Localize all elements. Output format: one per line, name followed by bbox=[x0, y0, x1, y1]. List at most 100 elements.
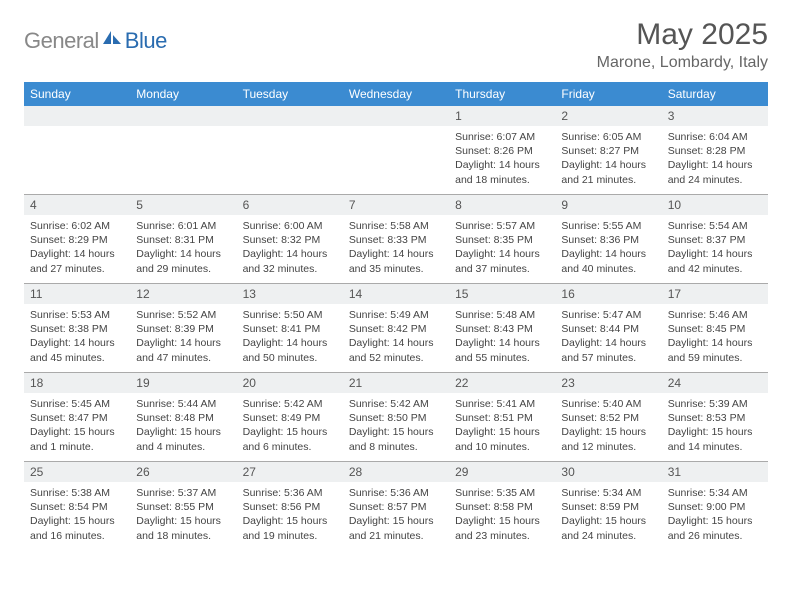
sunrise-text: Sunrise: 6:00 AM bbox=[243, 219, 337, 233]
calendar-cell: 30Sunrise: 5:34 AMSunset: 8:59 PMDayligh… bbox=[555, 462, 661, 551]
calendar-cell: 3Sunrise: 6:04 AMSunset: 8:28 PMDaylight… bbox=[662, 106, 768, 195]
daylight-text: and 32 minutes. bbox=[243, 262, 337, 276]
calendar-cell: 19Sunrise: 5:44 AMSunset: 8:48 PMDayligh… bbox=[130, 373, 236, 462]
day-number: 26 bbox=[130, 462, 236, 482]
calendar-page: General Blue May 2025 Marone, Lombardy, … bbox=[0, 0, 792, 550]
sunset-text: Sunset: 8:50 PM bbox=[349, 411, 443, 425]
daylight-text: and 18 minutes. bbox=[455, 173, 549, 187]
calendar-cell: 9Sunrise: 5:55 AMSunset: 8:36 PMDaylight… bbox=[555, 195, 661, 284]
sunset-text: Sunset: 8:42 PM bbox=[349, 322, 443, 336]
daylight-text: Daylight: 14 hours bbox=[30, 336, 124, 350]
daylight-text: and 40 minutes. bbox=[561, 262, 655, 276]
calendar-row: 18Sunrise: 5:45 AMSunset: 8:47 PMDayligh… bbox=[24, 373, 768, 462]
calendar-cell: 15Sunrise: 5:48 AMSunset: 8:43 PMDayligh… bbox=[449, 284, 555, 373]
day-number-empty bbox=[343, 106, 449, 126]
sunrise-text: Sunrise: 6:01 AM bbox=[136, 219, 230, 233]
day-details: Sunrise: 5:42 AMSunset: 8:49 PMDaylight:… bbox=[237, 393, 343, 460]
sunset-text: Sunset: 8:49 PM bbox=[243, 411, 337, 425]
calendar-cell: 4Sunrise: 6:02 AMSunset: 8:29 PMDaylight… bbox=[24, 195, 130, 284]
day-details: Sunrise: 5:49 AMSunset: 8:42 PMDaylight:… bbox=[343, 304, 449, 371]
sunrise-text: Sunrise: 5:36 AM bbox=[243, 486, 337, 500]
sunset-text: Sunset: 8:52 PM bbox=[561, 411, 655, 425]
calendar-cell: 22Sunrise: 5:41 AMSunset: 8:51 PMDayligh… bbox=[449, 373, 555, 462]
daylight-text: Daylight: 15 hours bbox=[349, 514, 443, 528]
daylight-text: and 55 minutes. bbox=[455, 351, 549, 365]
calendar-cell bbox=[343, 106, 449, 195]
day-number-empty bbox=[130, 106, 236, 126]
day-number: 15 bbox=[449, 284, 555, 304]
daylight-text: Daylight: 15 hours bbox=[349, 425, 443, 439]
sunrise-text: Sunrise: 5:40 AM bbox=[561, 397, 655, 411]
daylight-text: Daylight: 15 hours bbox=[243, 425, 337, 439]
day-header: Tuesday bbox=[237, 82, 343, 106]
sunset-text: Sunset: 8:39 PM bbox=[136, 322, 230, 336]
daylight-text: Daylight: 15 hours bbox=[668, 425, 762, 439]
sunset-text: Sunset: 8:37 PM bbox=[668, 233, 762, 247]
daylight-text: and 21 minutes. bbox=[561, 173, 655, 187]
daylight-text: Daylight: 14 hours bbox=[561, 158, 655, 172]
sunrise-text: Sunrise: 6:07 AM bbox=[455, 130, 549, 144]
calendar-row: 11Sunrise: 5:53 AMSunset: 8:38 PMDayligh… bbox=[24, 284, 768, 373]
sunset-text: Sunset: 8:44 PM bbox=[561, 322, 655, 336]
calendar-cell: 26Sunrise: 5:37 AMSunset: 8:55 PMDayligh… bbox=[130, 462, 236, 551]
daylight-text: and 18 minutes. bbox=[136, 529, 230, 543]
day-number: 13 bbox=[237, 284, 343, 304]
calendar-cell: 31Sunrise: 5:34 AMSunset: 9:00 PMDayligh… bbox=[662, 462, 768, 551]
day-details: Sunrise: 5:34 AMSunset: 8:59 PMDaylight:… bbox=[555, 482, 661, 549]
day-details: Sunrise: 5:58 AMSunset: 8:33 PMDaylight:… bbox=[343, 215, 449, 282]
daylight-text: and 42 minutes. bbox=[668, 262, 762, 276]
sunset-text: Sunset: 8:35 PM bbox=[455, 233, 549, 247]
daylight-text: Daylight: 14 hours bbox=[243, 336, 337, 350]
sunset-text: Sunset: 8:33 PM bbox=[349, 233, 443, 247]
calendar-body: 1Sunrise: 6:07 AMSunset: 8:26 PMDaylight… bbox=[24, 106, 768, 550]
day-details: Sunrise: 5:36 AMSunset: 8:56 PMDaylight:… bbox=[237, 482, 343, 549]
day-number: 21 bbox=[343, 373, 449, 393]
daylight-text: and 12 minutes. bbox=[561, 440, 655, 454]
calendar-cell: 20Sunrise: 5:42 AMSunset: 8:49 PMDayligh… bbox=[237, 373, 343, 462]
day-details: Sunrise: 5:37 AMSunset: 8:55 PMDaylight:… bbox=[130, 482, 236, 549]
daylight-text: Daylight: 15 hours bbox=[561, 425, 655, 439]
day-number: 18 bbox=[24, 373, 130, 393]
day-number: 16 bbox=[555, 284, 661, 304]
sunset-text: Sunset: 8:57 PM bbox=[349, 500, 443, 514]
daylight-text: and 1 minute. bbox=[30, 440, 124, 454]
daylight-text: and 21 minutes. bbox=[349, 529, 443, 543]
day-number: 4 bbox=[24, 195, 130, 215]
sunset-text: Sunset: 8:26 PM bbox=[455, 144, 549, 158]
day-number: 12 bbox=[130, 284, 236, 304]
daylight-text: and 26 minutes. bbox=[668, 529, 762, 543]
daylight-text: and 10 minutes. bbox=[455, 440, 549, 454]
day-details: Sunrise: 6:00 AMSunset: 8:32 PMDaylight:… bbox=[237, 215, 343, 282]
day-details: Sunrise: 5:35 AMSunset: 8:58 PMDaylight:… bbox=[449, 482, 555, 549]
sunset-text: Sunset: 8:32 PM bbox=[243, 233, 337, 247]
calendar-cell: 16Sunrise: 5:47 AMSunset: 8:44 PMDayligh… bbox=[555, 284, 661, 373]
calendar-cell bbox=[130, 106, 236, 195]
daylight-text: Daylight: 15 hours bbox=[136, 514, 230, 528]
day-details: Sunrise: 5:55 AMSunset: 8:36 PMDaylight:… bbox=[555, 215, 661, 282]
day-details: Sunrise: 5:52 AMSunset: 8:39 PMDaylight:… bbox=[130, 304, 236, 371]
daylight-text: and 16 minutes. bbox=[30, 529, 124, 543]
sunset-text: Sunset: 8:53 PM bbox=[668, 411, 762, 425]
daylight-text: Daylight: 15 hours bbox=[668, 514, 762, 528]
sunset-text: Sunset: 9:00 PM bbox=[668, 500, 762, 514]
daylight-text: and 27 minutes. bbox=[30, 262, 124, 276]
daylight-text: Daylight: 14 hours bbox=[455, 158, 549, 172]
sunrise-text: Sunrise: 5:46 AM bbox=[668, 308, 762, 322]
sunset-text: Sunset: 8:59 PM bbox=[561, 500, 655, 514]
sunrise-text: Sunrise: 5:48 AM bbox=[455, 308, 549, 322]
sunset-text: Sunset: 8:54 PM bbox=[30, 500, 124, 514]
day-number: 5 bbox=[130, 195, 236, 215]
day-details: Sunrise: 5:38 AMSunset: 8:54 PMDaylight:… bbox=[24, 482, 130, 549]
sunrise-text: Sunrise: 5:57 AM bbox=[455, 219, 549, 233]
daylight-text: Daylight: 15 hours bbox=[136, 425, 230, 439]
brand-part1: General bbox=[24, 28, 99, 54]
calendar-cell: 13Sunrise: 5:50 AMSunset: 8:41 PMDayligh… bbox=[237, 284, 343, 373]
daylight-text: Daylight: 15 hours bbox=[561, 514, 655, 528]
day-header: Saturday bbox=[662, 82, 768, 106]
sunrise-text: Sunrise: 5:49 AM bbox=[349, 308, 443, 322]
daylight-text: and 4 minutes. bbox=[136, 440, 230, 454]
calendar-row: 1Sunrise: 6:07 AMSunset: 8:26 PMDaylight… bbox=[24, 106, 768, 195]
sunset-text: Sunset: 8:36 PM bbox=[561, 233, 655, 247]
sunrise-text: Sunrise: 6:05 AM bbox=[561, 130, 655, 144]
day-number: 25 bbox=[24, 462, 130, 482]
